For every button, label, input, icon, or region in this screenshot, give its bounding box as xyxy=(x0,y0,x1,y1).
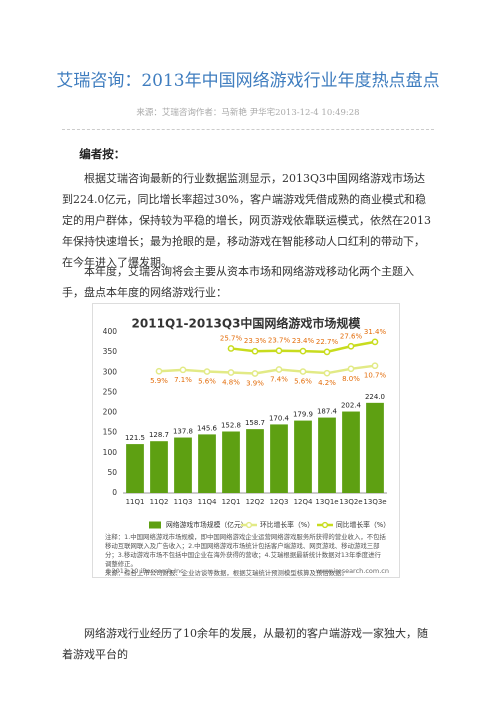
y-tick-label: 100 xyxy=(103,448,118,457)
note: 来源：综合上市公司财报、企业访谈等数据，根据艾瑞统计预测模型核算及预估数据。 xyxy=(105,569,348,577)
line-label: 27.6% xyxy=(340,332,363,340)
line-label: 4.2% xyxy=(318,379,336,387)
line-point xyxy=(347,365,355,373)
bar-label: 145.6 xyxy=(197,424,218,432)
y-tick-label: 250 xyxy=(103,387,118,396)
line-label: 23.7% xyxy=(268,337,291,345)
bar xyxy=(222,431,240,493)
line-point xyxy=(323,369,331,377)
y-tick-label: 400 xyxy=(103,327,118,336)
line-point xyxy=(251,370,259,377)
meta: 来源：艾瑞咨询作者：马新艳 尹华宅2013-12-4 10:49:28 xyxy=(136,108,360,118)
x-tick-label: 13Q1e xyxy=(315,498,338,506)
intro: 本年度，艾瑞咨询将会主要从资本市场和网络游戏移动化两个主题入手，盘点本年度的网络… xyxy=(62,265,414,299)
line-label: 22.7% xyxy=(316,338,339,346)
line-label: 5.9% xyxy=(150,377,168,385)
line-point xyxy=(299,347,307,355)
bar-label: 187.4 xyxy=(317,408,338,416)
x-tick-label: 11Q1 xyxy=(126,498,145,506)
line-point xyxy=(227,369,235,376)
bar-label: 152.8 xyxy=(221,421,241,429)
bar xyxy=(126,444,144,493)
editor-note: 根据艾瑞咨询最新的行业数据监测显示，2013Q3中国网络游戏市场达到224.0亿… xyxy=(62,172,431,269)
legend-label: 同比增长率（%） xyxy=(336,520,390,529)
line-label: 31.4% xyxy=(364,328,387,336)
body-tail: 网络游戏行业经历了10余年的发展，从最初的客户端游戏一家独大，随着游戏平台的 xyxy=(62,627,428,661)
line-label: 4.8% xyxy=(222,378,240,386)
bar-label: 137.8 xyxy=(173,428,193,436)
line-label: 8.0% xyxy=(342,375,360,383)
y-tick-label: 50 xyxy=(107,468,117,477)
bar-label: 128.7 xyxy=(149,431,169,439)
chart-notes: 注释：1.中国网络游戏市场规模，即中国网络游戏企业运营网络游戏服务所获得的营业收… xyxy=(105,533,387,578)
line-point xyxy=(371,362,379,370)
bar-label: 224.0 xyxy=(365,393,385,401)
bar-label: 158.7 xyxy=(245,419,265,427)
chart: 2011Q1-2013Q3中国网络游戏市场规模 0 50 100 150 200 250 3… xyxy=(103,316,390,530)
chart-title: 2011Q1-2013Q3中国网络游戏市场规模 xyxy=(132,316,362,331)
line-label: 23.4% xyxy=(292,337,315,345)
bar-label: 179.9 xyxy=(293,411,313,419)
line-point xyxy=(275,366,283,373)
bar-label: 170.4 xyxy=(269,414,290,422)
website: www.iresearch.com.cn xyxy=(315,567,389,575)
line-label: 23.3% xyxy=(244,337,267,345)
x-tick-label: 12Q4 xyxy=(294,498,313,506)
x-tick-label: 11Q2 xyxy=(150,498,169,506)
y-tick-label: 0 xyxy=(112,488,117,497)
copyright: ©2013.10 iResearch Inc. xyxy=(105,567,186,575)
legend-swatch xyxy=(321,521,329,529)
x-tick-label: 12Q1 xyxy=(222,498,241,506)
line-label: 10.7% xyxy=(364,372,387,380)
divider xyxy=(62,129,434,130)
y-tick-label: 350 xyxy=(103,347,118,356)
bar xyxy=(270,424,288,493)
bar xyxy=(294,420,312,493)
bar xyxy=(150,441,168,493)
y-tick-label: 300 xyxy=(103,367,118,376)
x-tick-label: 13Q2e xyxy=(339,498,362,506)
line-point xyxy=(299,368,307,375)
line-point xyxy=(275,347,283,355)
legend-label: 网络游戏市场规模（亿元） xyxy=(166,520,248,529)
legend-label: 环比增长率（%） xyxy=(260,520,314,529)
legend-swatch xyxy=(245,521,253,529)
bar xyxy=(342,411,360,493)
bar xyxy=(366,402,384,493)
line-point xyxy=(371,338,379,346)
line xyxy=(158,364,376,375)
y-tick-label: 150 xyxy=(103,428,118,437)
line-point xyxy=(155,367,163,375)
y-tick-label: 200 xyxy=(103,408,118,417)
x-tick-label: 13Q3e xyxy=(363,498,386,506)
x-tick-label: 12Q3 xyxy=(270,498,289,506)
x-tick-label: 12Q2 xyxy=(246,498,265,506)
line-point xyxy=(251,347,259,355)
bar xyxy=(246,429,264,493)
x-tick-label: 11Q4 xyxy=(198,498,217,506)
chart-box: 2011Q1-2013Q3中国网络游戏市场规模 0 50 100 150 200 250 3… xyxy=(92,303,400,578)
bar xyxy=(174,437,192,493)
title: 艾瑞咨询：2013年中国网络游戏行业年度热点盘点 xyxy=(56,71,440,91)
bar-label: 121.5 xyxy=(125,434,145,442)
line-point xyxy=(179,366,187,374)
bar xyxy=(318,417,336,493)
line-label: 3.9% xyxy=(246,380,264,388)
line-point xyxy=(323,348,331,356)
line-point xyxy=(203,368,211,375)
editor-note-label: 编者按： xyxy=(79,147,126,161)
line-label: 7.4% xyxy=(270,375,288,383)
line-point xyxy=(227,345,235,352)
line-point xyxy=(347,342,355,350)
line-label: 5.6% xyxy=(294,378,312,386)
note: 注释：1.中国网络游戏市场规模，即中国网络游戏企业运营网络游戏服务所获得的营业收… xyxy=(105,533,386,568)
legend-swatch xyxy=(149,521,161,529)
bar xyxy=(198,434,216,493)
line-label: 7.1% xyxy=(174,376,192,384)
line-label: 25.7% xyxy=(220,334,243,342)
x-tick-label: 11Q3 xyxy=(174,498,193,506)
line-label: 5.6% xyxy=(198,378,216,386)
bar-label: 202.4 xyxy=(341,402,362,410)
